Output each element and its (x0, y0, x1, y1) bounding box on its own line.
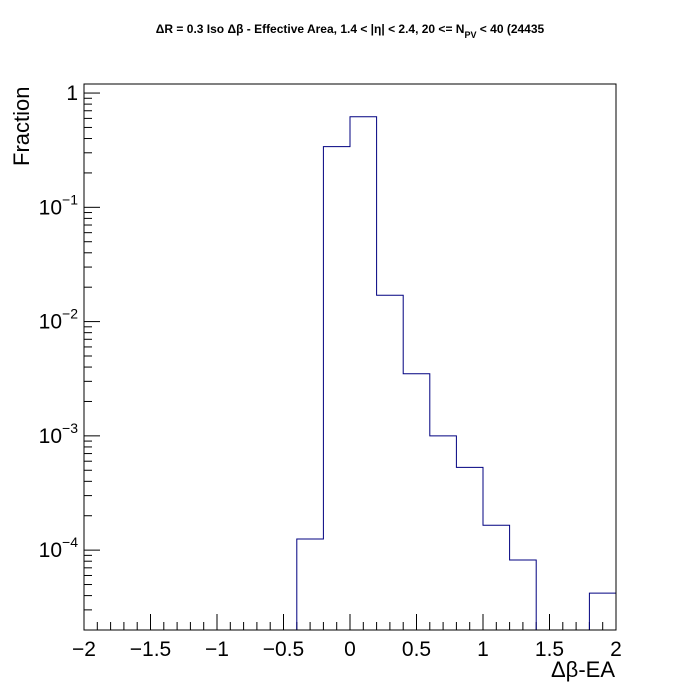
y-tick-label: 1 (66, 82, 78, 105)
x-tick-label: 0.5 (402, 638, 431, 661)
x-tick-label: 2 (610, 638, 622, 661)
chart-title: ΔR = 0.3 Iso Δβ - Effective Area, 1.4 < … (156, 22, 545, 40)
histogram-outline (296, 116, 616, 630)
x-tick-label: 0 (344, 638, 356, 661)
x-tick-label: −1.5 (130, 638, 171, 661)
y-tick-label: 10−3 (39, 420, 79, 448)
x-tick-label: −0.5 (263, 638, 304, 661)
x-tick-label: −2 (72, 638, 96, 661)
y-tick-label: 10−1 (39, 191, 79, 219)
plot-frame (83, 83, 617, 631)
y-tick-label: 10−2 (39, 306, 79, 334)
y-axis-label: Fraction (9, 87, 34, 166)
y-tick-label: 10−4 (39, 534, 79, 562)
x-tick-label: 1.5 (535, 638, 564, 661)
chart-title-main: ΔR = 0.3 Iso Δβ - Effective Area, 1.4 < … (156, 22, 465, 36)
x-axis-label: Δβ-EA (551, 657, 615, 682)
x-tick-label: 1 (477, 638, 489, 661)
x-tick-label: −1 (205, 638, 229, 661)
histogram-bins (296, 116, 616, 630)
y-tick-labels: 1 10−1 10−2 10−3 10−4 (39, 82, 79, 562)
chart-title-tail: < 40 (24435 (476, 22, 544, 36)
x-tick-labels: −2 −1.5 −1 −0.5 0 0.5 1 1.5 2 (72, 638, 622, 661)
chart-title-subscript: PV (464, 30, 476, 40)
